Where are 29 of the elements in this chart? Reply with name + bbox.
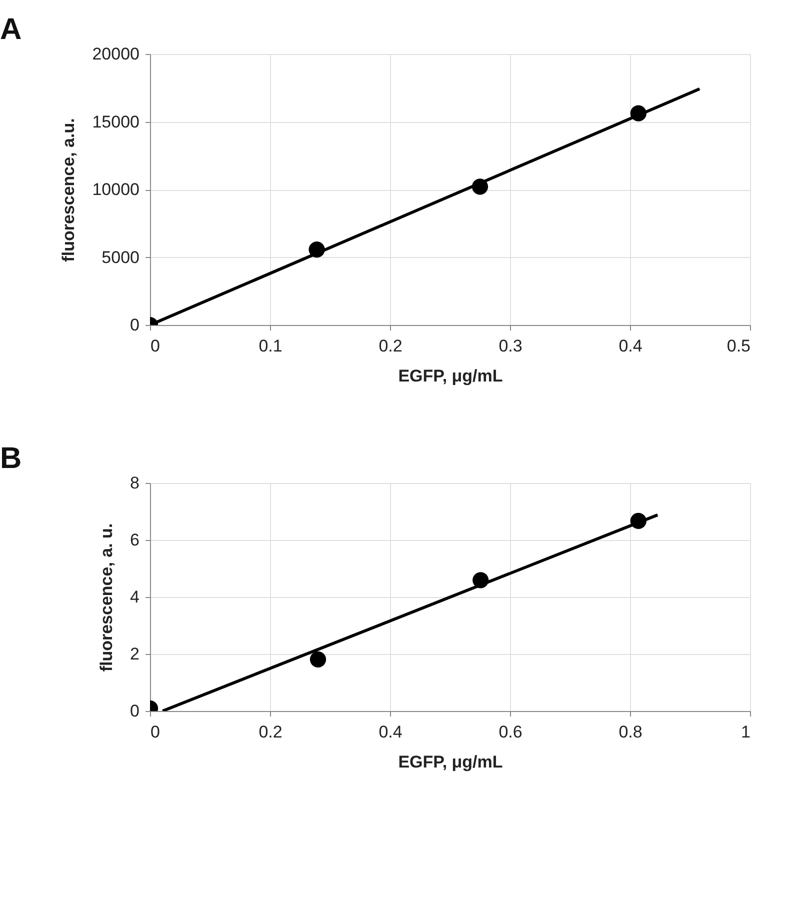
y-tick-label: 6 — [130, 530, 140, 550]
x-axis-title: EGFP, μg/mL — [398, 366, 503, 386]
x-tick-label: 0.2 — [378, 336, 402, 356]
y-tick-label: 8 — [130, 474, 140, 492]
x-tick-label: 0.4 — [378, 722, 402, 742]
chart-title: B — [0, 442, 22, 475]
y-tick-label: 15000 — [92, 112, 140, 132]
y-tick-label: 10000 — [92, 180, 140, 199]
y-tick-label: 0 — [130, 316, 140, 334]
x-tick-label: 0.2 — [258, 722, 282, 742]
point — [310, 651, 326, 668]
y-axis-title: fluorescence, a. u. — [97, 523, 116, 672]
y-tick-label: 5000 — [102, 248, 140, 267]
x-tick-label: 0.1 — [258, 336, 282, 356]
y-tick-label: 20000 — [92, 44, 140, 64]
x-tick-label: 0 — [150, 722, 160, 742]
chart-title: A — [0, 13, 22, 46]
x-tick-label: 0.3 — [498, 336, 522, 356]
y-tick-label: 4 — [130, 588, 140, 606]
y-tick-label: 2 — [130, 644, 140, 664]
x-tick-label: 0.4 — [618, 336, 642, 356]
y-axis-title: fluorescence, a.u. — [59, 118, 78, 262]
x-axis-title: EGFP, μg/mL — [398, 752, 503, 772]
x-tick-label: 0.5 — [726, 336, 750, 356]
x-tick-label: 0 — [150, 336, 160, 356]
y-tick-label: 0 — [130, 702, 140, 720]
x-tick-label: 0.6 — [498, 722, 522, 742]
x-tick-label: 0.8 — [618, 722, 642, 742]
x-tick-label: 1 — [741, 722, 750, 742]
